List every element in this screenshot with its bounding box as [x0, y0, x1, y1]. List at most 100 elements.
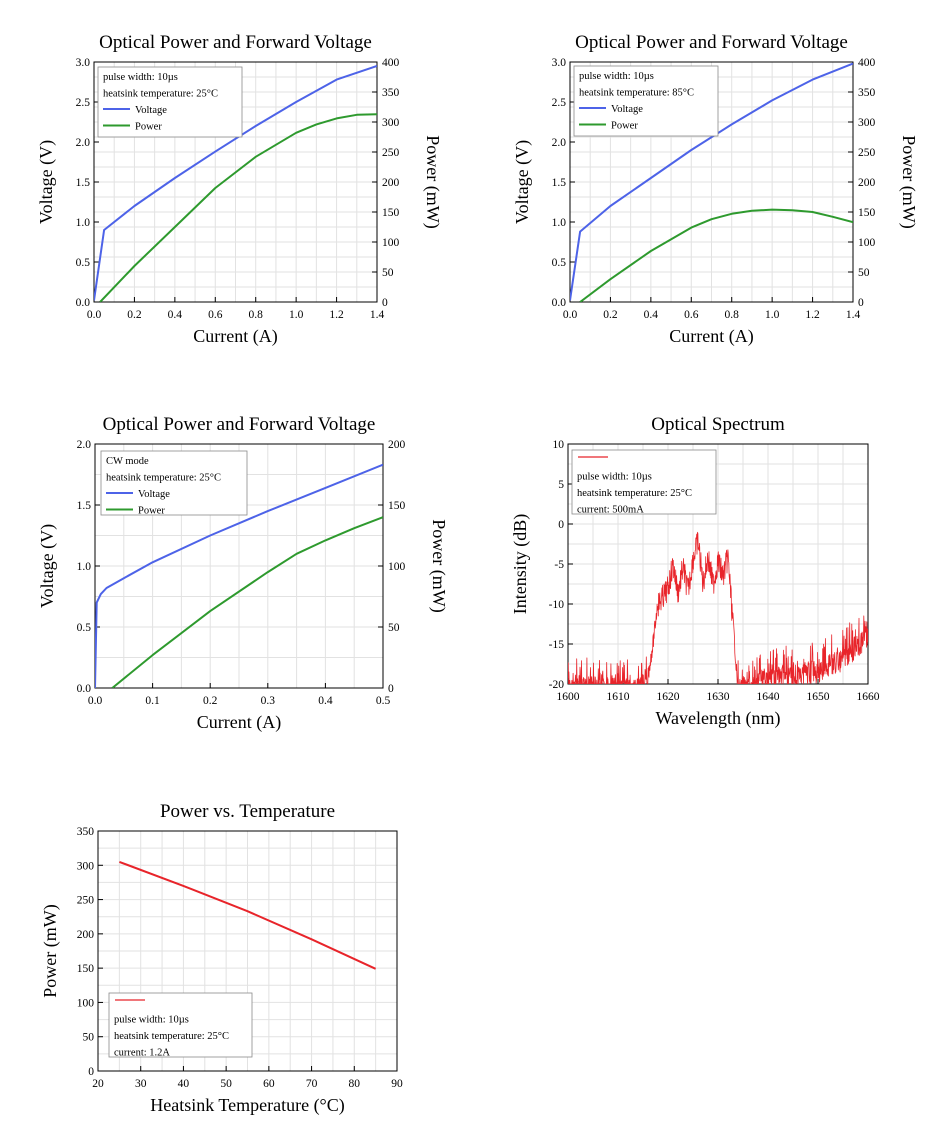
y-tick-label: 1.5 [76, 177, 91, 189]
y-tick-label: 2.5 [76, 97, 91, 109]
y-tick-label: 300 [77, 860, 95, 872]
legend-note: pulse width: 10µs [579, 71, 654, 82]
x-tick-label: 0.4 [318, 695, 333, 707]
y2-tick-label: 150 [858, 207, 876, 219]
y2-tick-label: 300 [382, 117, 400, 129]
x-axis-label: Current (A) [669, 326, 753, 347]
x-axis-label: Wavelength (nm) [655, 708, 780, 729]
legend: pulse width: 10µs heatsink temperature: 2… [108, 992, 253, 1059]
x-tick-label: 80 [349, 1078, 361, 1090]
y-tick-label: 0 [558, 519, 564, 531]
x-tick-label: 30 [135, 1078, 147, 1090]
plot-frame [97, 830, 398, 1072]
y2-tick-label: 250 [382, 147, 400, 159]
x-tick-label: 1610 [607, 691, 630, 703]
y-tick-label: 50 [83, 1032, 95, 1044]
y-tick-label: 0.5 [76, 257, 91, 269]
y2-tick-label: 0 [382, 297, 388, 309]
x-axis-label: Heatsink Temperature (°C) [150, 1095, 345, 1116]
y2-axis-label: Power (mW) [428, 519, 449, 612]
y-tick-label: 0.5 [77, 622, 92, 634]
legend-entry-power: Power [611, 121, 638, 132]
legend-box [100, 450, 248, 516]
x-tick-label: 1650 [807, 691, 830, 703]
x-axis-label: Current (A) [197, 712, 281, 733]
x-tick-label: 0.8 [725, 309, 740, 321]
y-tick-label: 1.0 [77, 561, 92, 573]
y2-tick-label: 350 [858, 87, 876, 99]
y-tick-label: 10 [553, 439, 565, 451]
y-axis-label: Voltage (V) [512, 140, 533, 224]
chart-title: Optical Power and Forward Voltage [103, 414, 376, 435]
series-power-line [111, 516, 383, 688]
x-tick-label: 1.4 [370, 309, 385, 321]
x-tick-label: 1640 [757, 691, 780, 703]
y-tick-label: 2.0 [77, 439, 92, 451]
y2-tick-label: 50 [858, 267, 870, 279]
chart-1: 0.0 0.2 0.4 0.6 0.8 1.0 1.2 1.4 0.0 0.5 1.0 1.5 2.0 2… [36, 32, 443, 347]
x-tick-label: 0.0 [563, 309, 578, 321]
x-tick-label: 1.0 [765, 309, 780, 321]
y-tick-label: 250 [77, 895, 95, 907]
x-tick-label: 0.6 [208, 309, 223, 321]
legend-note: heatsink temperature: 25°C [114, 1031, 229, 1042]
chart-title: Power vs. Temperature [160, 801, 335, 822]
legend-entry-voltage: Voltage [135, 105, 167, 116]
x-tick-label: 1620 [657, 691, 680, 703]
y-tick-label: 0 [88, 1066, 94, 1078]
y-axis-label: Voltage (V) [37, 524, 58, 608]
y-axis-label: Power (mW) [40, 904, 61, 997]
y-tick-label: 3.0 [552, 57, 567, 69]
y-tick-label: 2.0 [552, 137, 567, 149]
legend: pulse width: 10µs heatsink temperature: 8… [573, 65, 719, 137]
y-tick-label: 0.0 [552, 297, 567, 309]
x-tick-label: 0.6 [684, 309, 699, 321]
y2-tick-label: 50 [388, 622, 400, 634]
legend-note: current: 1.2A [114, 1048, 170, 1059]
x-tick-label: 1600 [557, 691, 580, 703]
x-tick-label: 50 [220, 1078, 232, 1090]
series-voltage-line [94, 65, 377, 301]
x-tick-label: 0.3 [261, 695, 276, 707]
y2-tick-label: 100 [858, 237, 876, 249]
x-tick-label: 90 [391, 1078, 403, 1090]
legend-note: heatsink temperature: 85°C [579, 88, 694, 99]
y-tick-label: 150 [77, 963, 95, 975]
legend-box [571, 449, 717, 515]
x-tick-label: 40 [178, 1078, 190, 1090]
y-tick-label: -5 [554, 559, 564, 571]
x-tick-label: 0.2 [603, 309, 618, 321]
y-tick-label: -10 [549, 599, 565, 611]
x-tick-label: 0.2 [203, 695, 218, 707]
y2-tick-label: 100 [388, 561, 406, 573]
y-tick-label: 2.0 [76, 137, 91, 149]
y-tick-label: 1.0 [552, 217, 567, 229]
x-tick-label: 1630 [707, 691, 730, 703]
chart-title: Optical Spectrum [651, 414, 785, 435]
y-tick-label: 1.5 [77, 500, 92, 512]
y2-tick-label: 100 [382, 237, 400, 249]
legend-entry-voltage: Voltage [138, 489, 170, 500]
series-line [568, 531, 868, 684]
x-tick-label: 60 [263, 1078, 275, 1090]
legend-note: pulse width: 10µs [103, 72, 178, 83]
series-power-line [579, 208, 853, 302]
x-tick-label: 1.2 [329, 309, 344, 321]
legend-box [108, 992, 253, 1058]
chart-4: 1600 1610 1620 1630 1640 1650 1660 -20 -15 -10 -5 0… [510, 414, 880, 729]
legend: pulse width: 10µs heatsink temperature: 2… [571, 449, 717, 516]
x-tick-label: 0.2 [127, 309, 142, 321]
y-axis-label: Intensity (dB) [510, 514, 531, 615]
y2-axis-label: Power (mW) [422, 135, 443, 228]
legend-note: pulse width: 10µs [114, 1015, 189, 1026]
legend-entry-voltage: Voltage [611, 104, 643, 115]
y-tick-label: 0.5 [552, 257, 567, 269]
y-axis-label: Voltage (V) [36, 140, 57, 224]
x-tick-label: 1.4 [846, 309, 861, 321]
legend-note: heatsink temperature: 25°C [577, 488, 692, 499]
chart-title: Optical Power and Forward Voltage [575, 32, 848, 53]
legend-note: heatsink temperature: 25°C [106, 473, 221, 484]
x-tick-label: 20 [92, 1078, 104, 1090]
y2-tick-label: 50 [382, 267, 394, 279]
